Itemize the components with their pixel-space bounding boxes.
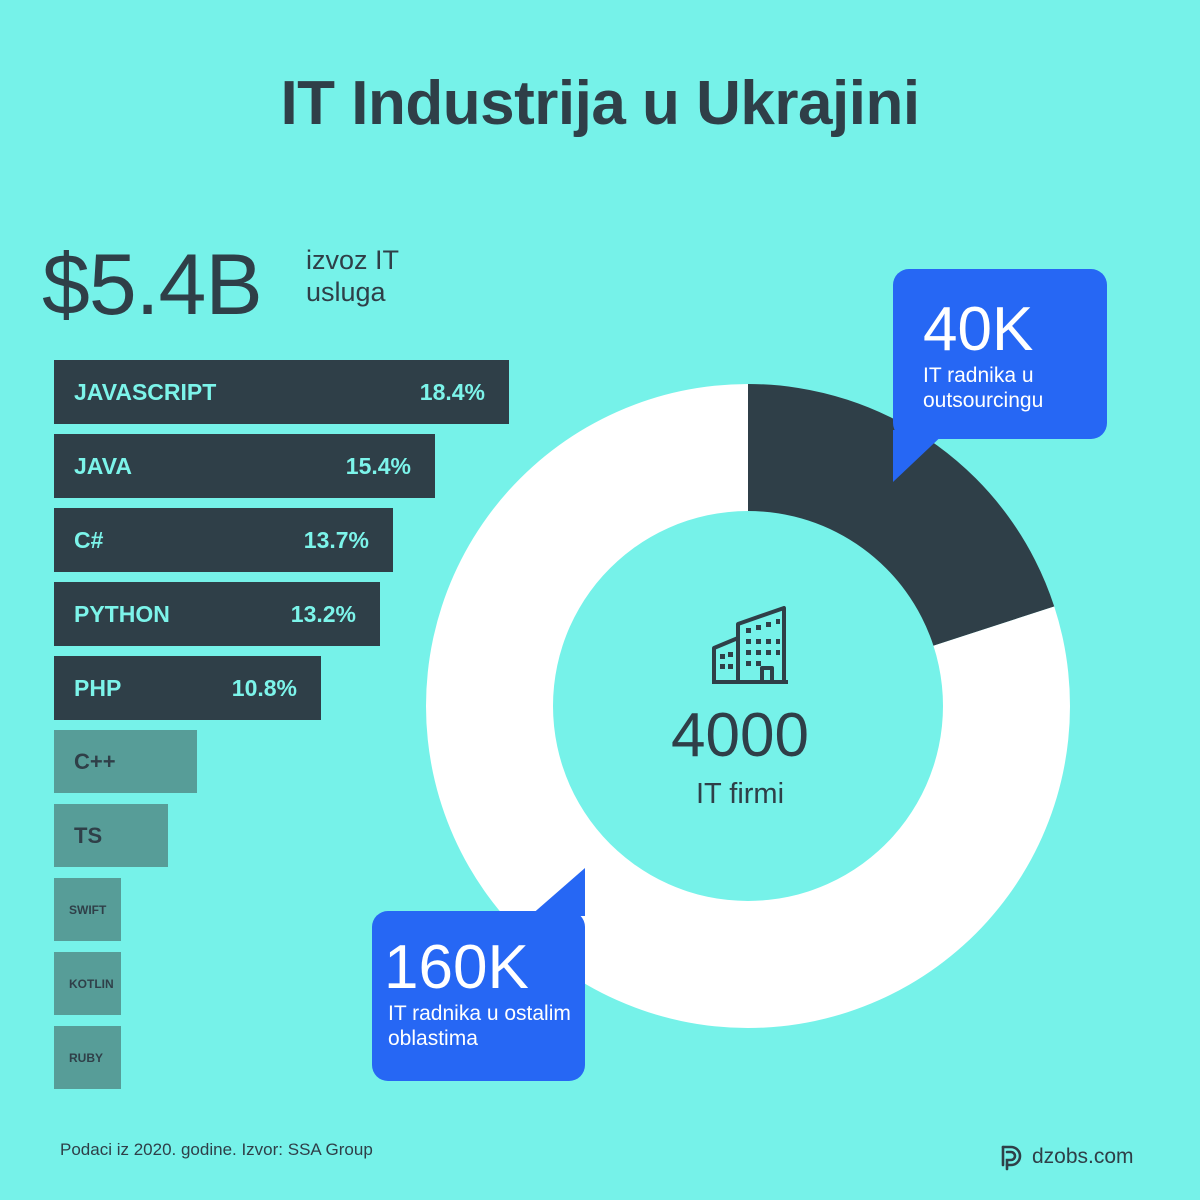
callout-outsourcing-text: IT radnika u outsourcingu — [923, 364, 1044, 412]
bar-java: JAVA 15.4% — [54, 434, 435, 498]
bar-ruby: RUBY — [54, 1026, 121, 1089]
bar-value-label: 13.7% — [303, 526, 369, 553]
donut-slice-outsourcing — [748, 384, 1055, 646]
bar-label: PYTHON — [74, 600, 170, 627]
bar-label: JAVA — [74, 452, 132, 479]
bar-label: SWIFT — [69, 902, 107, 917]
export-label: izvoz IT usluga — [306, 245, 399, 307]
center-label: IT firmi — [695, 778, 785, 810]
export-value: $5.4B — [42, 237, 263, 333]
bar-label: C# — [74, 526, 104, 553]
bar-cplusplus: C++ — [54, 730, 197, 793]
bar-label: KOTLIN — [69, 976, 114, 991]
bar-kotlin: KOTLIN — [54, 952, 121, 1015]
bar-ts: TS — [54, 804, 168, 867]
callout-outsourcing: 40K IT radnika u outsourcingu — [893, 269, 1107, 439]
bar-python: PYTHON 13.2% — [54, 582, 380, 646]
callout-other: 160K IT radnika u ostalim oblastima — [372, 911, 585, 1081]
callout-other-value: 160K — [384, 933, 529, 1002]
brand[interactable]: dzobs.com — [1000, 1143, 1134, 1171]
bar-label: RUBY — [69, 1050, 104, 1065]
callout-other-text: IT radnika u ostalim oblastima — [388, 1002, 571, 1050]
bar-csharp: C# 13.7% — [54, 508, 393, 572]
source-note: Podaci iz 2020. godine. Izvor: SSA Group — [60, 1140, 373, 1159]
bar-javascript: JAVASCRIPT 18.4% — [54, 360, 509, 424]
bar-label: C++ — [74, 748, 116, 774]
bar-label: TS — [74, 822, 103, 848]
callout-outsourcing-value: 40K — [923, 295, 1034, 364]
bar-value-label: 18.4% — [419, 378, 485, 405]
center-value: 4000 — [671, 701, 809, 770]
building-icon — [712, 606, 788, 684]
callout-outsourcing-tail — [893, 430, 948, 482]
bar-value-label: 13.2% — [290, 600, 356, 627]
bar-label: JAVASCRIPT — [74, 378, 217, 405]
bar-value-label: 10.8% — [231, 674, 297, 701]
bar-swift: SWIFT — [54, 878, 121, 941]
bar-php: PHP 10.8% — [54, 656, 321, 720]
dzobs-logo-icon — [1001, 1145, 1022, 1171]
page-title: IT Industrija u Ukrajini — [280, 69, 920, 138]
brand-text: dzobs.com — [1032, 1145, 1134, 1168]
donut-slice-other — [426, 384, 1071, 1028]
callout-other-tail — [530, 868, 585, 916]
bar-value-label: 15.4% — [345, 452, 411, 479]
bar-label: PHP — [74, 674, 122, 701]
